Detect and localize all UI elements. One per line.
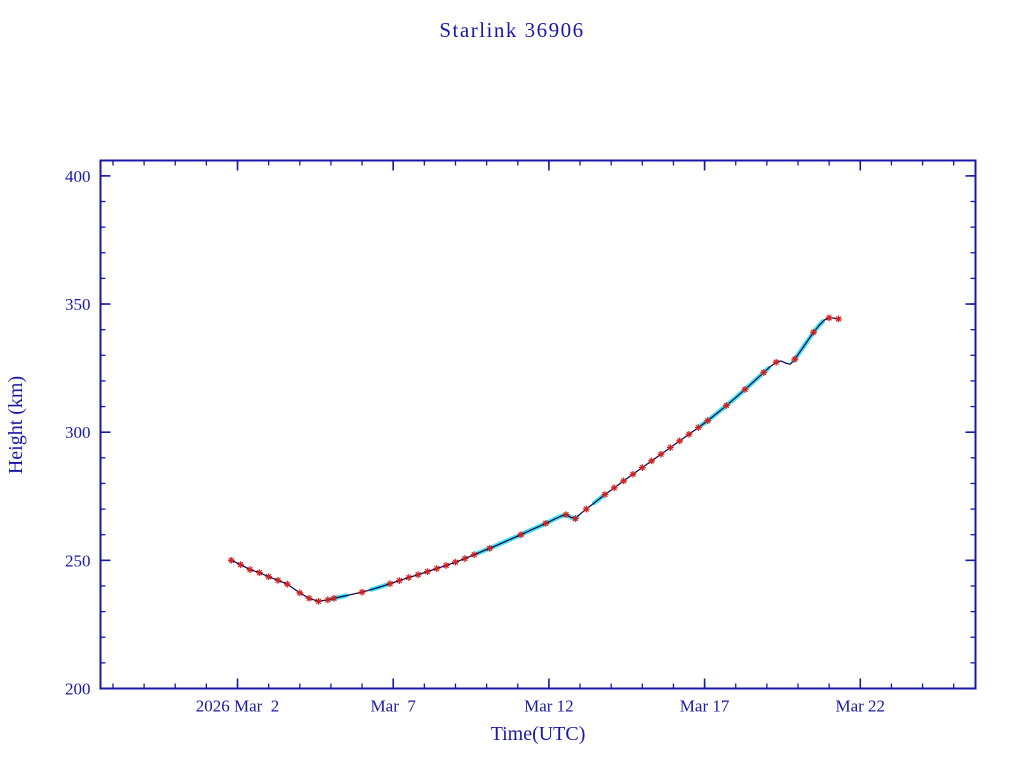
observation-marker (227, 556, 235, 564)
observation-marker (305, 594, 313, 602)
x-axis-label: Time(UTC) (491, 723, 586, 745)
observation-marker (722, 402, 730, 409)
observation-marker (638, 464, 646, 471)
observation-marker (571, 515, 579, 522)
observation-marker (620, 477, 628, 485)
observation-marker (542, 519, 550, 527)
observation-marker (386, 580, 394, 588)
chart-title: Starlink 36906 (439, 18, 584, 42)
observation-marker (772, 358, 780, 366)
observation-marker (265, 573, 273, 581)
observation-marker (461, 555, 469, 562)
observation-marker (315, 597, 322, 605)
observation-marker (648, 457, 656, 465)
observation-marker (741, 385, 749, 393)
x-tick-label: Mar 22 (835, 697, 885, 716)
observation-marker (601, 491, 609, 498)
y-axis-label: Height (km) (5, 376, 27, 474)
observation-marker (791, 355, 799, 363)
observation-marker (486, 544, 494, 552)
y-tick-label: 300 (65, 423, 91, 442)
observation-marker (274, 576, 282, 584)
observation-marker (825, 314, 833, 322)
observation-marker (324, 596, 332, 604)
y-tick-label: 200 (65, 680, 91, 699)
observation-marker (358, 588, 366, 596)
observation-marker (694, 424, 702, 431)
observation-marker (296, 589, 304, 597)
observation-marker (396, 577, 403, 584)
observation-marker (452, 558, 459, 566)
observation-marker (405, 574, 413, 581)
observation-marker (610, 484, 618, 492)
observation-marker (330, 594, 338, 602)
x-tick-label: Mar 7 (371, 697, 417, 716)
plot-area: 2026 Mar 2 Mar 7 Mar 12 Mar 17 Mar 22 200 250 3… (65, 159, 977, 716)
observation-marker (433, 565, 441, 572)
observation-marker (562, 511, 570, 519)
observation-marker (470, 551, 478, 559)
observation-marker (237, 561, 245, 569)
x-tick-label: Mar 17 (680, 697, 730, 716)
observation-marker (442, 562, 450, 569)
x-tick-label: 2026 Mar 2 (196, 697, 280, 716)
x-tick-label: Mar 12 (524, 697, 574, 716)
observation-marker (283, 580, 291, 588)
observation-marker (835, 315, 842, 323)
height-line (231, 317, 839, 602)
observation-marker (414, 571, 422, 579)
observation-marker (685, 430, 693, 438)
plot-frame (99, 159, 977, 690)
observation-marker (810, 328, 817, 336)
observation-marker (582, 505, 590, 513)
observation-marker (629, 470, 637, 478)
observation-marker (246, 566, 254, 573)
observation-marker (424, 568, 431, 576)
observation-marker (657, 450, 665, 458)
observation-marker (676, 437, 684, 445)
y-tick-label: 350 (65, 295, 91, 314)
observation-marker (255, 569, 263, 577)
y-tick-label: 400 (65, 167, 91, 186)
y-tick-label: 250 (65, 551, 91, 570)
observation-marker (760, 369, 768, 376)
observation-marker (704, 417, 712, 425)
observation-marker (517, 531, 525, 539)
observation-marker (666, 444, 674, 451)
